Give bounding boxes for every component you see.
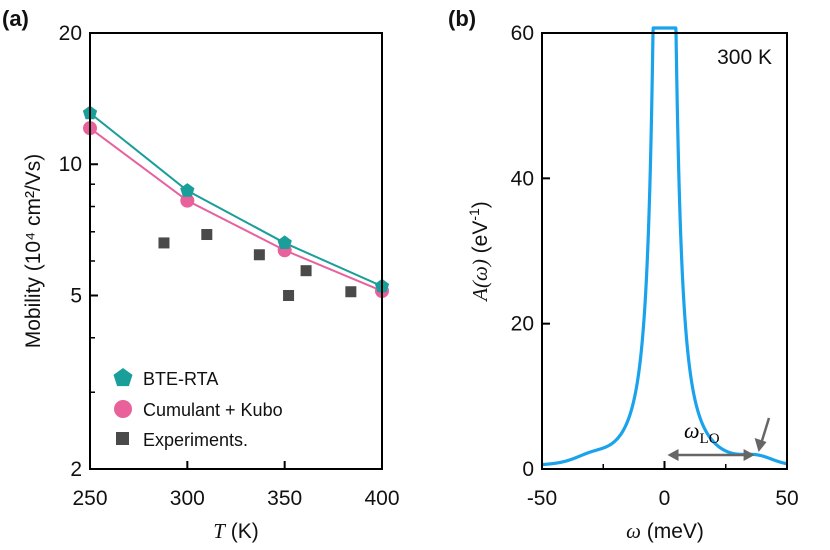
temperature-symbol: T [213, 519, 226, 543]
y-tick-label: 0 [522, 458, 534, 481]
x-tick-label: 400 [364, 487, 399, 510]
x-tick-label: 0 [659, 487, 671, 510]
experiment-point [201, 229, 213, 241]
spectral-ylabel-close: ) [469, 201, 492, 208]
omega-lo-symbol: ω [684, 418, 700, 443]
experiment-point [300, 265, 312, 277]
y-tick-label: 5 [70, 284, 82, 307]
panel-b-label: (b) [448, 6, 476, 31]
bte-point [277, 235, 292, 249]
mobility-series [82, 105, 390, 301]
temperature-xlabel: T (K) [213, 519, 259, 543]
y-tick-label: 10 [59, 153, 82, 176]
spectral-ticks [541, 32, 788, 470]
experiment-point [158, 237, 170, 249]
omega-lo-annotation: ωLO [667, 417, 771, 461]
legend-experiments-marker [116, 432, 129, 445]
temperature-unit: (K) [225, 520, 259, 543]
omega-lo-arrow-head-right [743, 449, 755, 461]
spectral-ylabel-sup: -1 [466, 208, 482, 221]
bte-point [180, 183, 195, 197]
legend: BTE-RTA Cumulant + Kubo Experiments. [113, 368, 283, 450]
omega-lo-label: ωLO [684, 418, 720, 447]
temperature-label: 300 K [717, 46, 772, 69]
x-tick-label: 250 [72, 487, 107, 510]
energy-xlabel: ω (meV) [626, 519, 704, 543]
mobility-ylabel: Mobility (10⁴ cm²/Vs) [22, 154, 45, 349]
y-tick-label: 60 [511, 22, 534, 45]
spectral-tick-labels: -50 0 50 0 20 40 60 [511, 22, 799, 510]
experiment-point [283, 289, 295, 301]
satellite-pointer-head [754, 438, 767, 452]
bte-line [89, 112, 383, 288]
mobility-frame [89, 32, 383, 470]
cumulant-line [89, 127, 383, 292]
y-tick-label: 40 [511, 167, 534, 190]
legend-cumulant-label: Cumulant + Kubo [143, 400, 283, 420]
x-tick-label: -50 [527, 487, 557, 510]
cumulant-point [180, 193, 195, 208]
omega-lo-arrow-head-left [667, 449, 679, 461]
x-tick-label: 50 [775, 487, 798, 510]
legend-markers [113, 368, 133, 445]
legend-bte-marker [113, 368, 133, 387]
mobility-tick-labels: 250 300 350 400 2 5 10 20 [59, 22, 400, 510]
legend-experiments-label: Experiments. [143, 430, 248, 450]
panel-a-label: (a) [2, 6, 29, 31]
spectral-ylabel: A(ω) (eV-1) [466, 201, 492, 303]
legend-cumulant-marker [114, 400, 132, 418]
experiment-point [345, 286, 357, 298]
spectral-frame [541, 32, 788, 470]
spectral-curve [540, 26, 789, 467]
y-tick-label: 20 [59, 22, 82, 45]
x-tick-label: 300 [170, 487, 205, 510]
spectral-ylabel-var: A(ω) [468, 259, 492, 303]
energy-symbol: ω [626, 519, 641, 543]
x-tick-label: 350 [267, 487, 302, 510]
mobility-chart: 250 300 350 400 2 5 10 20 Mobility (10⁴ cm²/Vs)… [22, 22, 400, 543]
omega-lo-subscript: LO [700, 431, 720, 447]
y-tick-label: 2 [70, 458, 82, 481]
experiment-point [253, 249, 265, 261]
legend-bte-label: BTE-RTA [143, 369, 218, 389]
y-tick-label: 20 [511, 313, 534, 336]
energy-unit: (meV) [641, 520, 704, 543]
spectral-ylabel-unit: (eV [469, 221, 492, 260]
satellite-pointer-shaft [760, 417, 771, 443]
